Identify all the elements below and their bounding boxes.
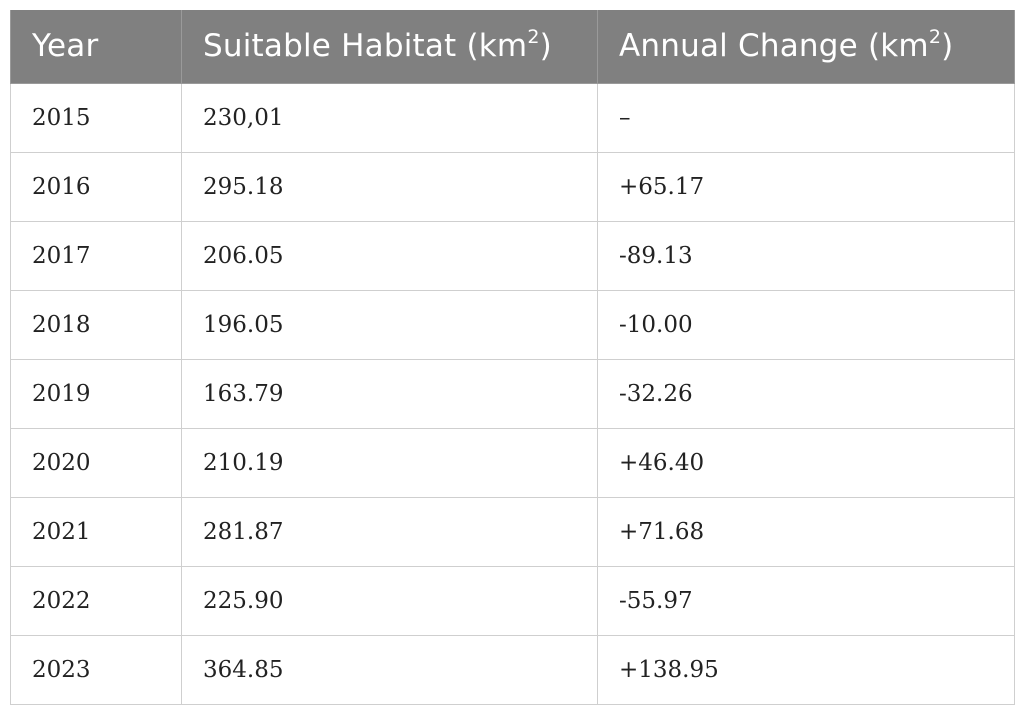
cell-change: -32.26 (597, 358, 1015, 429)
table-body: 2015 230,01 – 2016 295.18 +65.17 2017 20… (10, 82, 1015, 705)
header-year: Year (10, 10, 182, 84)
habitat-table-container: Year Suitable Habitat (km2) Annual Chang… (10, 10, 1015, 705)
cell-year: 2021 (10, 496, 182, 567)
cell-change: -89.13 (597, 220, 1015, 291)
cell-year: 2015 (10, 82, 182, 153)
cell-habitat: 281.87 (181, 496, 598, 567)
table-row: 2018 196.05 -10.00 (10, 289, 1015, 360)
cell-change: -10.00 (597, 289, 1015, 360)
cell-change: +46.40 (597, 427, 1015, 498)
cell-change: – (597, 82, 1015, 153)
header-change-label: Annual Change (km (619, 28, 929, 65)
table-header: Year Suitable Habitat (km2) Annual Chang… (10, 10, 1015, 84)
table-row: 2021 281.87 +71.68 (10, 496, 1015, 567)
cell-habitat: 225.90 (181, 565, 598, 636)
table-row: 2017 206.05 -89.13 (10, 220, 1015, 291)
table-row: 2019 163.79 -32.26 (10, 358, 1015, 429)
cell-year: 2023 (10, 634, 182, 705)
habitat-table: Year Suitable Habitat (km2) Annual Chang… (10, 10, 1015, 705)
cell-year: 2022 (10, 565, 182, 636)
header-suitable-habitat: Suitable Habitat (km2) (181, 10, 598, 84)
cell-change: -55.97 (597, 565, 1015, 636)
cell-year: 2017 (10, 220, 182, 291)
header-habitat-superscript: 2 (527, 26, 540, 49)
cell-year: 2019 (10, 358, 182, 429)
header-year-label: Year (32, 28, 99, 65)
header-habitat-label: Suitable Habitat (km (203, 28, 528, 65)
table-row: 2023 364.85 +138.95 (10, 634, 1015, 705)
table-row: 2015 230,01 – (10, 82, 1015, 153)
cell-change: +65.17 (597, 151, 1015, 222)
cell-year: 2018 (10, 289, 182, 360)
header-habitat-close: ) (539, 28, 552, 65)
cell-year: 2020 (10, 427, 182, 498)
cell-year: 2016 (10, 151, 182, 222)
cell-habitat: 364.85 (181, 634, 598, 705)
header-change-close: ) (941, 28, 954, 65)
cell-change: +71.68 (597, 496, 1015, 567)
cell-habitat: 230,01 (181, 82, 598, 153)
table-row: 2022 225.90 -55.97 (10, 565, 1015, 636)
header-annual-change: Annual Change (km2) (597, 10, 1015, 84)
table-row: 2016 295.18 +65.17 (10, 151, 1015, 222)
cell-change: +138.95 (597, 634, 1015, 705)
cell-habitat: 163.79 (181, 358, 598, 429)
table-row: 2020 210.19 +46.40 (10, 427, 1015, 498)
cell-habitat: 210.19 (181, 427, 598, 498)
cell-habitat: 295.18 (181, 151, 598, 222)
header-change-superscript: 2 (928, 26, 942, 49)
header-row: Year Suitable Habitat (km2) Annual Chang… (10, 10, 1015, 84)
cell-habitat: 206.05 (181, 220, 598, 291)
cell-habitat: 196.05 (181, 289, 598, 360)
